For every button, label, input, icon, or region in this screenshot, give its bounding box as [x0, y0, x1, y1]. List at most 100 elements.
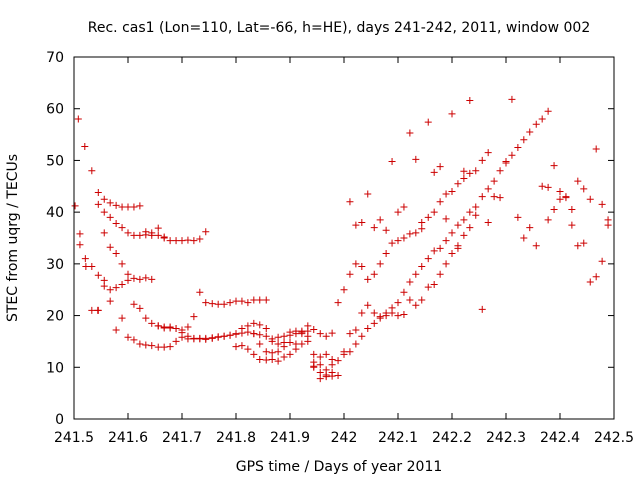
data-point — [562, 194, 570, 202]
data-point — [496, 194, 504, 202]
data-point — [448, 229, 456, 237]
data-point — [106, 286, 114, 294]
data-point — [382, 309, 390, 317]
data-point — [142, 314, 150, 322]
data-point — [124, 229, 132, 237]
data-point — [112, 326, 120, 334]
y-tick-label: 10 — [46, 360, 64, 376]
data-point — [166, 324, 174, 332]
data-point — [484, 149, 492, 157]
data-point — [442, 190, 450, 198]
data-point — [76, 230, 84, 238]
data-point — [184, 335, 192, 343]
data-point — [394, 208, 402, 216]
data-point — [346, 198, 354, 206]
data-point — [358, 262, 366, 270]
data-point — [202, 335, 210, 343]
data-point — [586, 195, 594, 203]
data-point — [94, 200, 102, 208]
x-tick-label: 241.9 — [270, 430, 310, 446]
data-point — [580, 239, 588, 247]
y-tick-label: 70 — [46, 50, 64, 66]
data-point — [256, 356, 264, 364]
data-point — [208, 300, 216, 308]
data-point — [196, 335, 204, 343]
data-point — [430, 208, 438, 216]
data-point — [484, 218, 492, 226]
data-point — [550, 162, 558, 170]
data-point — [172, 237, 180, 245]
data-point — [81, 255, 89, 263]
data-point — [430, 281, 438, 289]
data-point — [466, 208, 474, 216]
data-point — [106, 297, 114, 305]
data-point — [406, 278, 414, 286]
y-tick-label: 60 — [46, 102, 64, 118]
data-point — [382, 226, 390, 234]
data-point — [298, 330, 306, 338]
data-point — [262, 332, 270, 340]
data-point — [250, 296, 258, 304]
data-point — [364, 325, 372, 332]
data-point — [454, 180, 462, 188]
data-point — [406, 296, 414, 304]
data-point — [538, 182, 546, 190]
data-point — [130, 274, 138, 282]
data-point — [340, 350, 348, 358]
data-point — [556, 195, 564, 203]
data-point — [586, 278, 594, 286]
data-point — [232, 297, 240, 305]
data-point — [520, 234, 528, 242]
data-point — [442, 260, 450, 268]
data-point — [316, 375, 324, 383]
plot-frame — [73, 56, 615, 420]
data-point — [74, 115, 82, 123]
data-point — [448, 250, 456, 258]
y-tick-label: 20 — [46, 309, 64, 325]
data-point — [532, 242, 540, 250]
data-point — [448, 110, 456, 118]
data-point — [130, 203, 138, 211]
x-tick-label: 242 — [331, 430, 358, 446]
data-point — [316, 361, 324, 369]
data-point — [280, 343, 288, 351]
data-point — [598, 200, 606, 208]
data-point — [460, 167, 468, 175]
data-point — [316, 353, 324, 361]
data-point — [400, 288, 408, 296]
data-point — [100, 195, 108, 203]
data-point — [154, 231, 162, 239]
data-point — [81, 142, 89, 150]
data-point — [544, 107, 552, 115]
data-point — [424, 118, 432, 126]
data-point — [460, 231, 468, 239]
data-point — [460, 216, 468, 224]
data-point — [232, 343, 240, 351]
data-point — [160, 324, 168, 332]
data-point — [400, 203, 408, 211]
x-tick-label: 242.3 — [486, 430, 526, 446]
data-point — [454, 221, 462, 229]
data-point — [538, 115, 546, 123]
data-point — [520, 136, 528, 144]
data-point — [262, 325, 270, 332]
data-point — [394, 237, 402, 245]
plot-area — [71, 95, 612, 383]
data-point — [334, 357, 342, 365]
data-point — [352, 260, 360, 268]
data-point — [376, 260, 384, 268]
data-point — [322, 350, 330, 358]
data-point — [274, 333, 282, 341]
data-point — [112, 250, 120, 258]
data-point — [370, 319, 378, 327]
data-point — [598, 257, 606, 265]
data-point — [142, 341, 150, 349]
data-point — [346, 270, 354, 278]
data-point — [310, 362, 318, 370]
data-point — [118, 203, 126, 211]
data-point — [328, 368, 336, 376]
data-point — [352, 340, 360, 348]
data-point — [148, 342, 156, 350]
data-point — [328, 329, 336, 337]
data-point — [358, 309, 366, 317]
